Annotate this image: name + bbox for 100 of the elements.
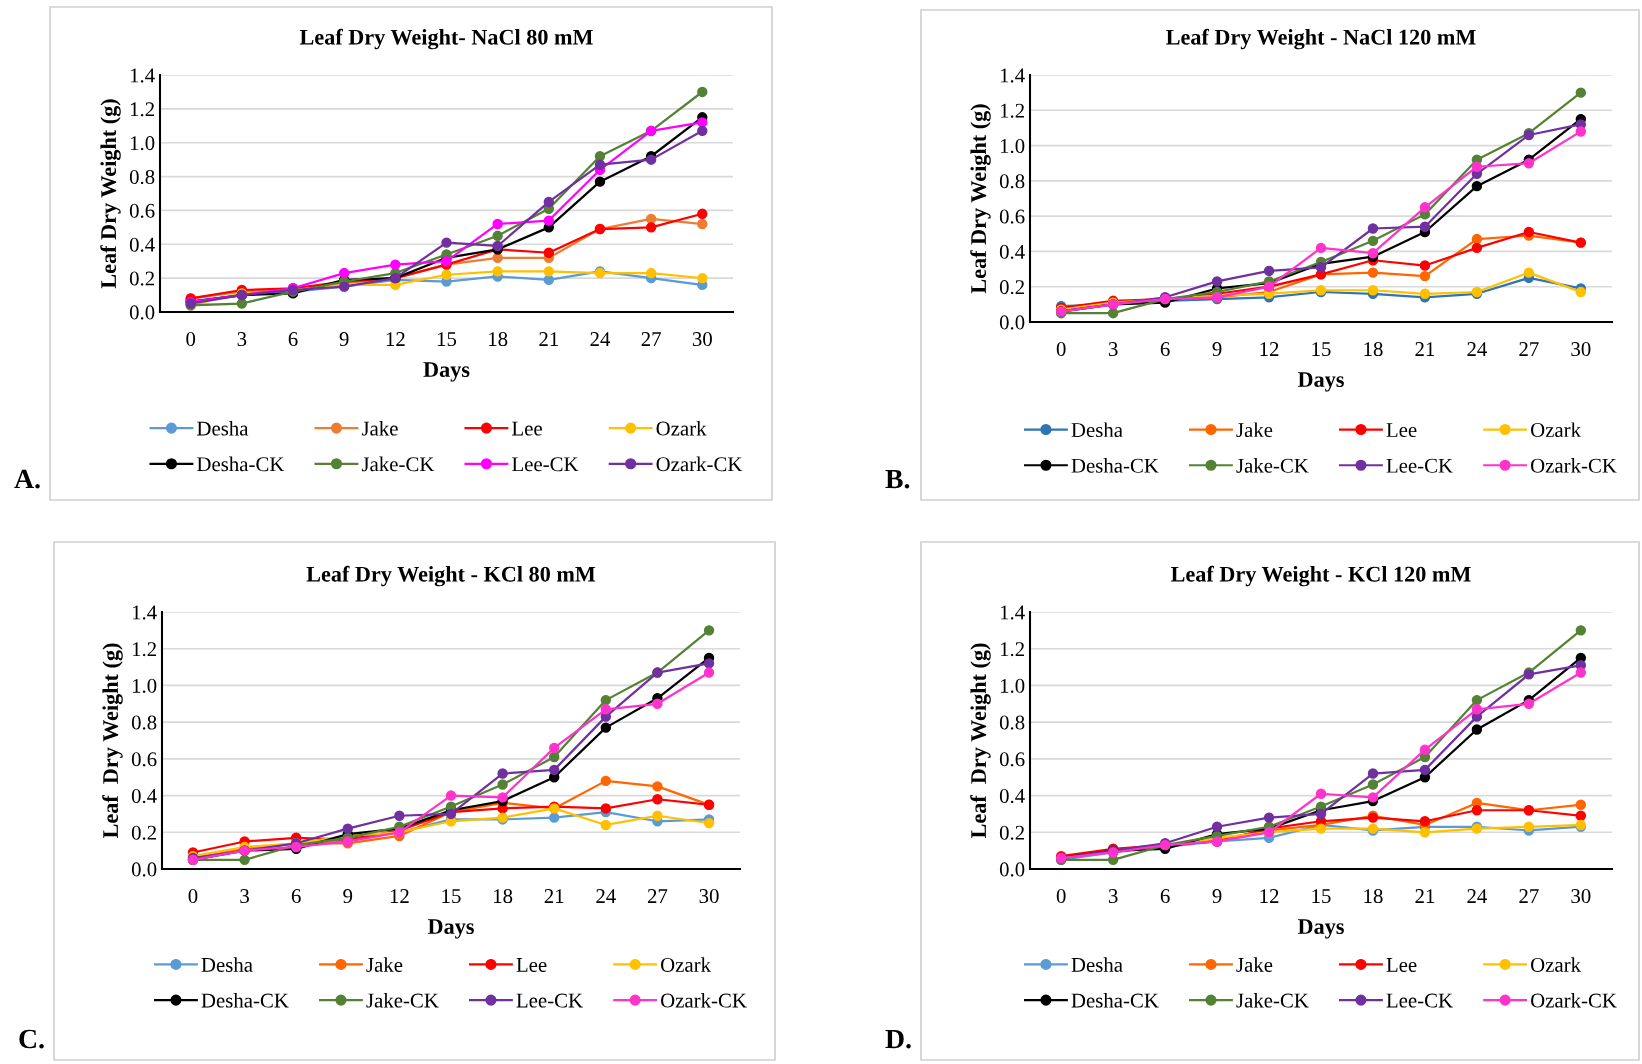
x-axis-title: Days — [1297, 372, 1344, 392]
x-tick-label: 21 — [1415, 342, 1435, 356]
chart-title: Leaf Dry Weight - KCl 80 mM — [306, 565, 596, 587]
x-tick-label: 6 — [1160, 889, 1170, 904]
legend-label: Jake-CK — [361, 456, 435, 472]
x-tick-label: 24 — [1467, 889, 1487, 903]
x-tick-label: 12 — [1260, 342, 1279, 356]
legend-label: Lee — [1386, 958, 1417, 972]
chart-title: Leaf Dry Weight- NaCl 80 mM — [299, 28, 593, 50]
x-tick-label: 30 — [692, 332, 712, 347]
legend-label: Lee — [516, 958, 547, 972]
legend-label: Desha — [1071, 957, 1123, 972]
x-tick-label: 0 — [186, 332, 196, 347]
x-tick-label: 18 — [1364, 342, 1383, 357]
legend-label: Jake — [366, 957, 403, 972]
y-tick-label: 1.4 — [1000, 605, 1025, 620]
x-tick-label: 18 — [489, 332, 508, 347]
x-axis-title: Days — [427, 919, 474, 939]
x-tick-label: 18 — [1364, 889, 1383, 904]
y-tick-label: 0.8 — [129, 169, 155, 185]
y-tick-label: 0.6 — [129, 203, 155, 218]
y-tick-label: 1.0 — [1000, 138, 1025, 154]
x-tick-label: 21 — [544, 889, 564, 903]
x-tick-label: 6 — [1160, 342, 1170, 357]
text: C. — [19, 1029, 44, 1049]
text: D. — [885, 1029, 911, 1049]
x-tick-label: 9 — [343, 889, 353, 904]
y-tick-label: 0.8 — [999, 174, 1025, 189]
y-tick-label: 1.2 — [132, 642, 156, 657]
legend-label: Ozark-CK — [656, 456, 743, 472]
y-axis-title: Leaf Dry Weight (g) — [100, 99, 121, 289]
y-tick-label: 0.8 — [999, 715, 1025, 730]
x-tick-label: 30 — [1571, 889, 1591, 904]
x-axis-title: Days — [1297, 919, 1344, 939]
x-tick-label: 18 — [494, 889, 513, 904]
y-tick-label: 1.2 — [130, 102, 154, 117]
x-tick-label: 27 — [647, 889, 668, 903]
y-tick-label: 1.4 — [130, 68, 155, 83]
legend-label: Lee-CK — [1386, 458, 1453, 473]
legend-label: Lee — [1386, 423, 1417, 438]
x-tick-label: 0 — [1056, 889, 1066, 904]
y-tick-label: 1.0 — [132, 678, 157, 693]
x-tick-label: 9 — [1212, 342, 1222, 357]
legend-label: Desha-CK — [1071, 458, 1159, 473]
legend-label: Jake — [1236, 422, 1273, 438]
y-tick-label: 1.2 — [1000, 103, 1024, 118]
x-tick-label: 12 — [1260, 889, 1279, 903]
y-tick-label: 0.2 — [129, 271, 154, 286]
x-tick-label: 3 — [1108, 889, 1118, 904]
x-tick-label: 24 — [590, 332, 611, 346]
x-tick-label: 12 — [386, 332, 405, 346]
legend-label: Desha — [201, 957, 253, 972]
legend-label: Lee-CK — [516, 993, 583, 1008]
x-tick-label: 21 — [1415, 889, 1435, 903]
y-tick-label: 0.0 — [999, 315, 1025, 330]
text: B. — [885, 469, 910, 489]
x-tick-label: 15 — [437, 332, 457, 347]
legend-label: Jake-CK — [1236, 992, 1309, 1008]
y-tick-label: 1.0 — [1000, 678, 1025, 693]
y-tick-label: 0.2 — [131, 825, 156, 840]
x-tick-label: 27 — [1519, 889, 1539, 903]
x-tick-label: 24 — [596, 889, 616, 903]
x-tick-label: 3 — [237, 332, 247, 347]
y-tick-label: 0.0 — [131, 862, 157, 877]
y-tick-label: 1.2 — [1000, 642, 1024, 657]
legend-label: Ozark — [1530, 422, 1582, 438]
legend-label: Desha — [197, 420, 249, 436]
legend-label: Ozark — [656, 420, 707, 436]
legend-label: Desha-CK — [197, 456, 285, 472]
x-axis-title: Days — [423, 362, 470, 382]
x-tick-label: 3 — [240, 889, 249, 904]
x-tick-label: 15 — [1312, 889, 1331, 904]
x-tick-label: 3 — [1108, 342, 1118, 357]
y-tick-label: 0.6 — [999, 752, 1025, 767]
legend-label: Ozark — [660, 957, 712, 972]
x-tick-label: 24 — [1467, 342, 1487, 356]
y-axis-title: Leaf Dry Weight (g) — [970, 643, 991, 839]
x-tick-label: 0 — [188, 889, 198, 904]
x-tick-label: 15 — [442, 889, 461, 904]
legend-label: Ozark-CK — [660, 992, 747, 1008]
x-tick-label: 6 — [291, 889, 301, 904]
x-tick-label: 6 — [288, 332, 298, 347]
legend-label: Desha-CK — [1071, 992, 1159, 1008]
x-tick-label: 0 — [1056, 342, 1066, 357]
y-tick-label: 1.4 — [1000, 68, 1025, 83]
chart-title: Leaf Dry Weight - KCl 120 mM — [1170, 565, 1471, 587]
y-tick-label: 0.2 — [999, 825, 1024, 840]
legend-label: Jake — [361, 420, 398, 436]
legend-label: Ozark-CK — [1530, 992, 1617, 1008]
legend-label: Jake-CK — [1236, 458, 1309, 473]
chart-title: Leaf Dry Weight - NaCl 120 mM — [1166, 28, 1476, 50]
y-tick-label: 0.4 — [999, 244, 1025, 259]
x-tick-label: 9 — [1212, 889, 1222, 904]
y-tick-label: 0.6 — [999, 209, 1025, 224]
y-tick-label: 0.2 — [999, 280, 1024, 295]
y-tick-label: 0.0 — [999, 862, 1025, 877]
y-tick-label: 0.8 — [131, 715, 157, 730]
x-tick-label: 27 — [1519, 342, 1539, 356]
text: A. — [14, 469, 40, 489]
x-tick-label: 27 — [641, 332, 661, 346]
